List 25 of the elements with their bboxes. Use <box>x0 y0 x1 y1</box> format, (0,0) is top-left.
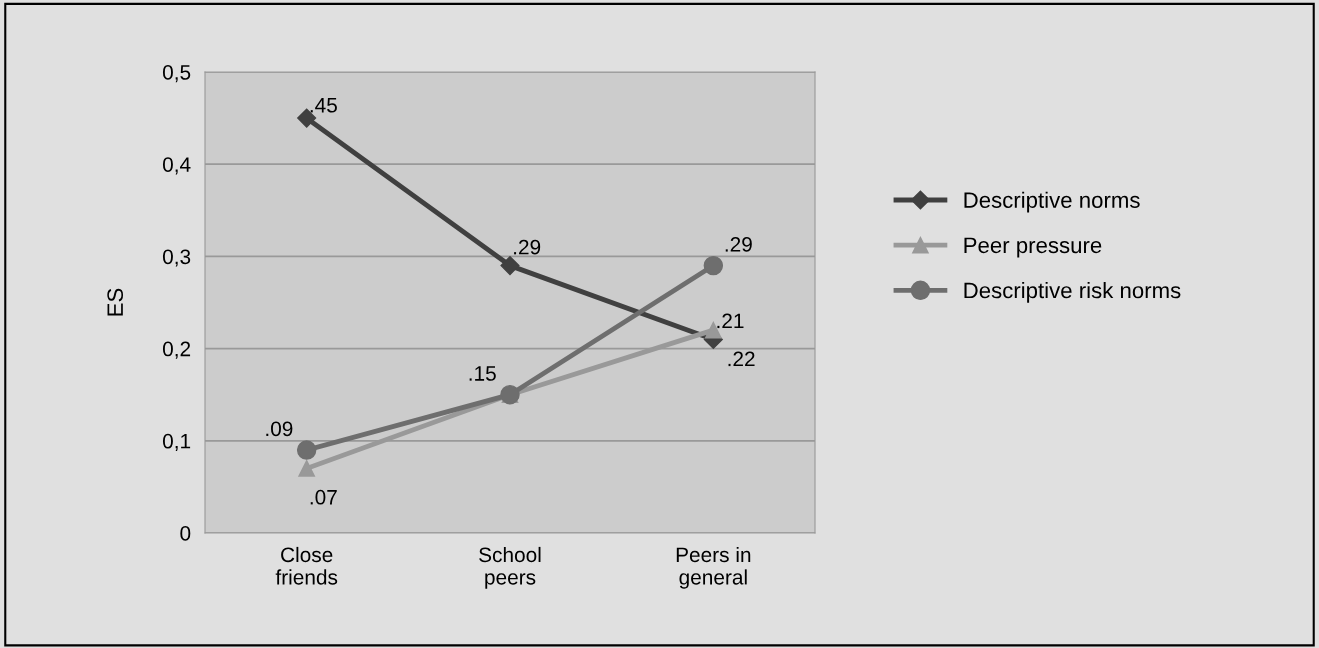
legend-label: Descriptive norms <box>964 191 1140 213</box>
y-tick-label: 0 <box>180 526 191 541</box>
x-tick-label: Close friends <box>275 546 338 585</box>
data-label: .29 <box>514 239 541 255</box>
data-label: .21 <box>717 313 744 329</box>
data-label: .45 <box>310 98 337 113</box>
x-tick-label: Peers in general <box>676 546 751 589</box>
point <box>296 440 317 460</box>
data-label: .09 <box>266 421 293 437</box>
y-axis-title: ES <box>107 288 124 316</box>
point <box>500 256 520 276</box>
data-label: .07 <box>310 489 337 505</box>
y-tick-label: 0,2 <box>162 341 191 359</box>
data-label: .15 <box>469 366 496 381</box>
legend-label: Peer pressure <box>964 237 1102 258</box>
y-tick-label: 0,3 <box>162 249 191 267</box>
data-label: .22 <box>728 351 755 367</box>
point <box>703 255 724 276</box>
y-tick-label: 0,4 <box>162 157 191 175</box>
legend-label: Descriptive risk norms <box>964 281 1181 303</box>
x-tick-label: School peers <box>479 546 541 589</box>
y-tick-label: 0,5 <box>162 65 191 83</box>
point <box>298 460 316 477</box>
y-tick-label: 0,1 <box>162 433 191 452</box>
data-label: .29 <box>725 237 752 252</box>
